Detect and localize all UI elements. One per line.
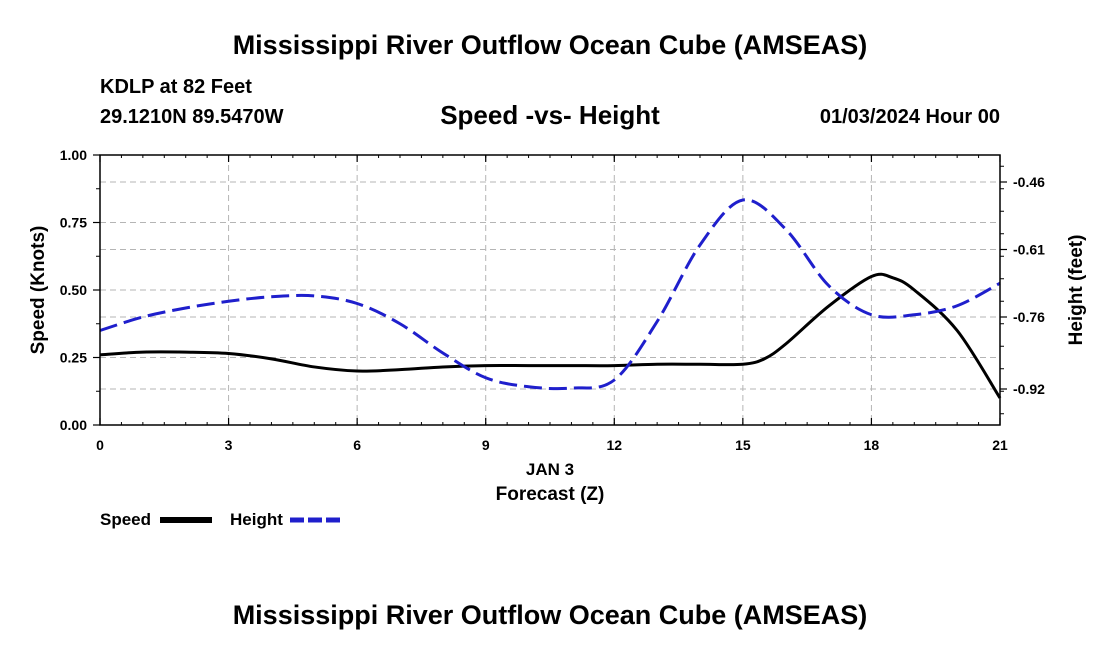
x-tick-label: 18 xyxy=(864,437,880,453)
y2-tick-label: -0.76 xyxy=(1013,309,1045,325)
y-tick-label: 0.75 xyxy=(60,215,87,231)
ticks xyxy=(93,154,1007,426)
y2-tick-label: -0.92 xyxy=(1013,381,1045,397)
y-axis-title: Speed (Knots) xyxy=(28,226,49,355)
x-date-label: JAN 3 xyxy=(526,460,574,479)
coordinates-label: 29.1210N 89.5470W xyxy=(100,106,284,128)
grid xyxy=(100,155,1000,425)
y-tick-label: 0.25 xyxy=(60,350,87,366)
date-label: 01/03/2024 Hour 00 xyxy=(819,106,1000,128)
series-line-height xyxy=(99,198,1001,391)
x-tick-label: 21 xyxy=(992,437,1008,453)
x-tick-label: 9 xyxy=(482,437,490,453)
series-layer xyxy=(99,198,1002,399)
x-tick-label: 15 xyxy=(735,437,751,453)
bottom-title: Mississippi River Outflow Ocean Cube (AM… xyxy=(232,600,868,630)
y2-tick-label: -0.46 xyxy=(1013,174,1045,190)
y2-tick-label: -0.61 xyxy=(1013,242,1045,258)
legend-speed-label: Speed xyxy=(100,510,151,529)
x-tick-label: 3 xyxy=(225,437,233,453)
y-tick-label: 0.00 xyxy=(60,417,87,433)
x-tick-label: 0 xyxy=(96,437,104,453)
chart-subtitle: Speed -vs- Height xyxy=(440,100,660,130)
station-label: KDLP at 82 Feet xyxy=(100,76,252,98)
tick-labels: 0 3 6 9 12 15 18 21 0.00 0.25 0.50 0.75 1.00 -0.46 -0.… xyxy=(60,147,1045,453)
y2-axis-title: Height (feet) xyxy=(1066,235,1087,346)
main-title: Mississippi River Outflow Ocean Cube (AM… xyxy=(232,30,868,60)
x-tick-label: 6 xyxy=(353,437,361,453)
x-tick-label: 12 xyxy=(606,437,622,453)
series-line-speed xyxy=(99,272,1002,399)
legend-height-label: Height xyxy=(230,510,283,529)
y-tick-label: 1.00 xyxy=(60,147,87,163)
y-tick-label: 0.50 xyxy=(60,282,87,298)
legend: Speed Height xyxy=(100,510,342,529)
x-axis-title: Forecast (Z) xyxy=(496,484,605,505)
